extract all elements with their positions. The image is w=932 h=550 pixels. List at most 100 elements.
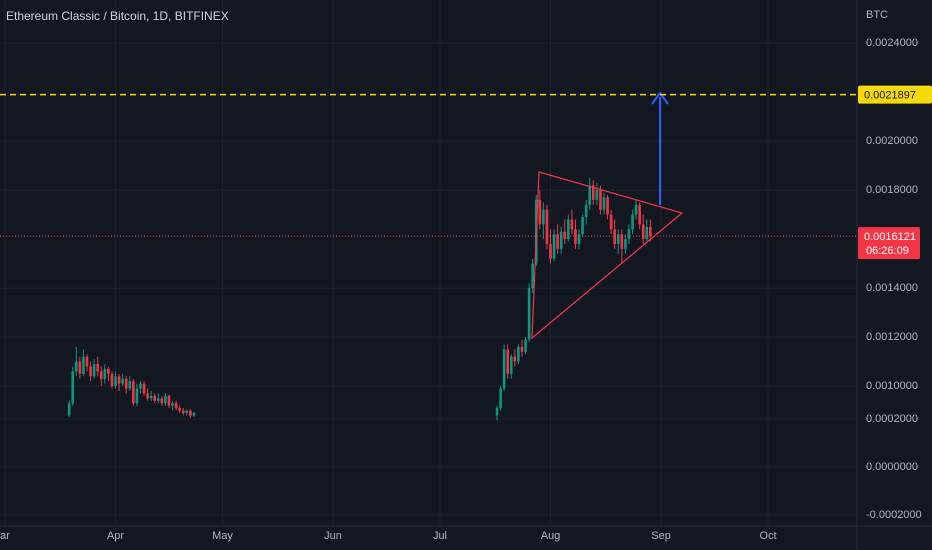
x-tick-label: May — [212, 530, 233, 542]
x-tick-label: Sep — [651, 530, 671, 542]
candle-body — [620, 234, 624, 249]
currency-label: BTC — [866, 9, 888, 21]
candle-body — [99, 371, 103, 379]
candle-body — [645, 226, 649, 240]
candle-body — [146, 393, 149, 399]
candle-body — [124, 378, 128, 389]
y-tick-label: 0.0012000 — [866, 331, 918, 343]
candle-body — [606, 197, 609, 215]
candle-body — [495, 408, 499, 416]
chart-title: Ethereum Classic / Bitcoin, 1D, BITFINEX — [6, 9, 229, 23]
candle-body — [591, 185, 595, 200]
candle-body — [67, 403, 71, 416]
triangle-pattern — [531, 171, 684, 340]
candle-body — [181, 410, 185, 414]
candle-body — [117, 376, 121, 384]
overlay: 0.0021897 0.0016121 06:26:09 — [0, 85, 932, 260]
candle-body — [649, 226, 652, 237]
candle-body — [92, 364, 96, 377]
candle-body — [128, 381, 132, 389]
y-tick-label: -0.0002000 — [866, 509, 922, 521]
candle-body — [132, 381, 135, 404]
candle-body — [634, 204, 638, 215]
last-price-box — [858, 227, 920, 260]
candle-body — [192, 413, 196, 416]
candle-body — [602, 197, 606, 210]
y-tick-label: 0.0024000 — [866, 37, 918, 49]
candle-body — [160, 398, 164, 404]
x-tick-label: Jun — [324, 530, 342, 542]
candle-body — [567, 219, 570, 240]
x-tick-label: Apr — [107, 530, 124, 542]
candle-body — [157, 398, 160, 401]
candle-body — [588, 185, 592, 205]
candle-body — [581, 217, 584, 235]
candle-body — [531, 263, 534, 289]
candle-body — [595, 190, 599, 200]
candle-body — [520, 346, 524, 352]
candle-body — [167, 395, 171, 406]
candle-body — [631, 214, 634, 230]
candle-body — [624, 239, 627, 249]
candle-body — [513, 356, 517, 362]
candle-body — [559, 231, 563, 249]
candle-body — [577, 234, 581, 245]
x-tick-label: Aug — [541, 530, 561, 542]
candle-body — [153, 395, 157, 401]
candle-body — [502, 349, 506, 389]
x-tick-label: Oct — [759, 530, 776, 542]
candle-body — [114, 376, 117, 387]
candle-body — [189, 410, 192, 416]
candle-body — [563, 231, 567, 240]
candle-body — [584, 204, 588, 218]
candle-body — [549, 244, 552, 259]
candle-body — [96, 364, 99, 372]
y-tick-label: 0.0014000 — [866, 282, 918, 294]
target-price-box — [858, 85, 932, 104]
candle-body — [517, 346, 520, 362]
candle-body — [107, 368, 110, 374]
candle-body — [556, 234, 559, 249]
candle-body — [538, 199, 542, 225]
candle-body — [149, 395, 153, 399]
candle-body — [71, 371, 75, 404]
y-tick-label: 0.0010000 — [866, 380, 918, 392]
candle-body — [82, 356, 85, 374]
candle-body — [103, 368, 107, 379]
candle-body — [542, 209, 545, 225]
candles — [67, 177, 652, 421]
candle-body — [178, 408, 181, 411]
candle-body — [85, 356, 89, 367]
y-tick-label: 0.0018000 — [866, 184, 918, 196]
x-tick-label: ar — [0, 530, 10, 542]
y-tick-label: 0.0020000 — [866, 135, 918, 147]
candle-body — [174, 403, 178, 409]
candle-body — [75, 361, 78, 372]
candle-body — [613, 229, 616, 245]
last-price-label: 0.0016121 — [864, 231, 916, 243]
candle-body — [524, 339, 527, 352]
target-price-label: 0.0021897 — [864, 90, 916, 102]
countdown-label: 06:26:09 — [866, 245, 909, 257]
candle-body — [641, 224, 645, 240]
candle-body — [185, 410, 189, 414]
candle-body — [599, 190, 602, 210]
x-tick-label: Jul — [433, 530, 447, 542]
y-tick-label: 0.0002000 — [866, 413, 918, 425]
candle-body — [121, 378, 124, 384]
candle-body — [135, 388, 139, 404]
candle-body — [609, 214, 613, 230]
candle-body — [164, 395, 167, 404]
candle-body — [506, 349, 510, 374]
candle-body — [110, 373, 114, 387]
candle-body — [499, 388, 502, 409]
candle-body — [627, 229, 631, 240]
candle-body — [139, 383, 142, 389]
candle-body — [570, 219, 574, 230]
candle-body — [142, 383, 146, 394]
candle-body — [78, 361, 82, 374]
candle-body — [89, 366, 92, 377]
